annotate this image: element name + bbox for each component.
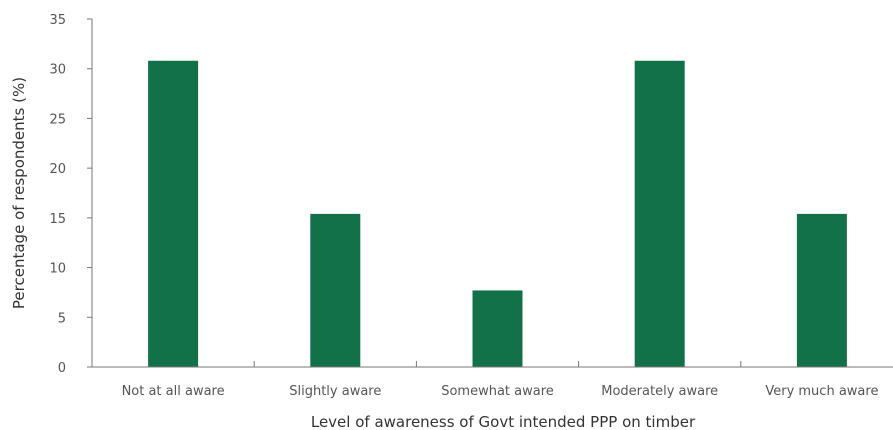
bar-moderately-aware: [634, 60, 685, 367]
x-tick-label: Very much aware: [765, 384, 878, 399]
x-tick-labels-group: Not at all aware Slightly aware Somewhat a…: [122, 384, 879, 399]
bar-very-much-aware: [796, 213, 847, 367]
bar-slightly-aware: [310, 213, 361, 367]
x-tick-label: Somewhat aware: [441, 384, 554, 399]
y-tick-label: 15: [49, 212, 66, 227]
bars-group: [148, 60, 847, 367]
x-tick-label: Slightly aware: [289, 384, 381, 399]
x-axis-title: Level of awareness of Govt intended PPP …: [311, 413, 696, 430]
x-tick-label: Moderately aware: [601, 384, 718, 399]
y-tick-label: 20: [49, 162, 66, 177]
y-tick-label: 35: [49, 13, 66, 28]
y-tick-label: 5: [58, 311, 66, 326]
y-axis-title: Percentage of respondents (%): [10, 77, 28, 309]
y-ticks-group: 0 5 10 15 20 25 30 35: [49, 13, 92, 376]
x-tick-label: Not at all aware: [122, 384, 225, 399]
y-tick-label: 10: [49, 262, 66, 277]
bar-somewhat-aware: [472, 290, 523, 367]
y-tick-label: 0: [58, 361, 66, 376]
y-tick-label: 25: [49, 112, 66, 127]
x-ticks-group: [253, 361, 742, 367]
bar-not-at-all-aware: [148, 60, 199, 367]
y-tick-label: 30: [49, 63, 66, 78]
